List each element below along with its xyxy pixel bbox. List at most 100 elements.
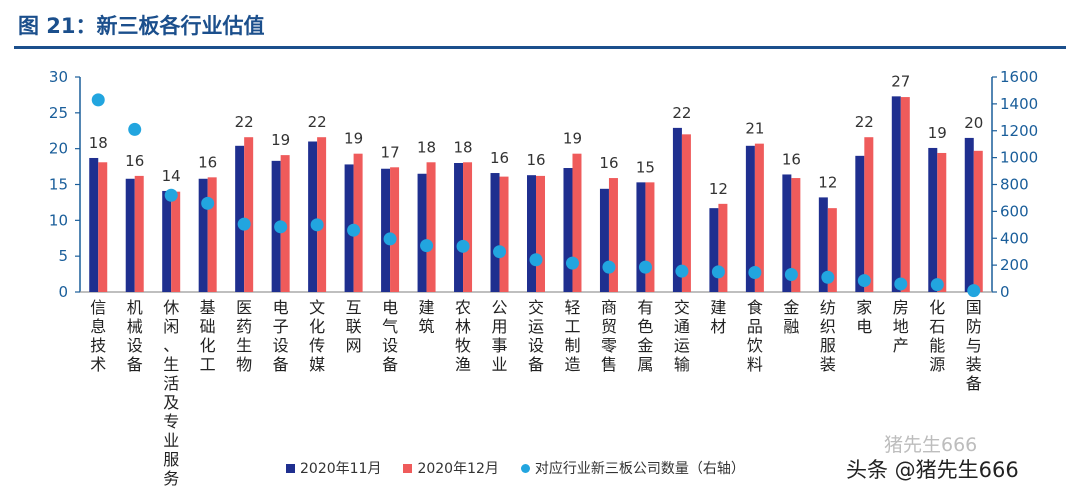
- data-label: 14: [162, 167, 181, 185]
- category-label-char: 国: [966, 298, 982, 317]
- category-label-char: 品: [747, 317, 763, 336]
- category-label-char: 电: [382, 298, 398, 317]
- count-point: [967, 284, 981, 298]
- category-label-char: 休: [163, 298, 179, 317]
- data-label: 21: [745, 120, 764, 138]
- data-label: 19: [928, 124, 947, 142]
- bar-nov: [381, 168, 391, 292]
- bar-dec: [463, 162, 473, 292]
- category-label-char: 与: [966, 336, 982, 355]
- category-label-char: 交: [528, 298, 544, 317]
- category-label-char: 活: [163, 374, 179, 393]
- count-point: [274, 220, 288, 234]
- chart-category-labels: 信息技术机械设备休闲、生活及专业服务基础化工医药生物电子设备文化传媒互联网电气设…: [90, 298, 982, 488]
- category-label-char: 售: [601, 355, 617, 374]
- data-label: 16: [599, 154, 618, 172]
- category-label-char: 建: [710, 298, 726, 317]
- data-label: 22: [855, 113, 874, 131]
- count-point: [420, 239, 434, 253]
- category-label-char: 家: [856, 298, 872, 317]
- watermark-main: 头条 @猪先生666: [846, 458, 1019, 482]
- category-label-char: 气: [382, 317, 398, 336]
- legend-swatch-count: [520, 463, 530, 473]
- legend-item-nov: 2020年11月: [286, 458, 381, 478]
- bar-dec: [134, 175, 144, 292]
- category-label-char: 装: [966, 355, 982, 374]
- category-label-char: 轻: [564, 298, 580, 317]
- data-label: 16: [782, 150, 801, 168]
- bar-nov: [308, 141, 318, 292]
- category-label-char: 料: [747, 355, 763, 374]
- data-label: 12: [818, 173, 837, 191]
- legend-label-dec: 2020年12月: [417, 461, 499, 477]
- count-point: [201, 196, 215, 210]
- category-label-char: 工: [564, 317, 580, 336]
- category-label-char: 工: [200, 355, 216, 374]
- title-rule: [14, 46, 1066, 49]
- category-label-char: 食: [747, 298, 763, 317]
- category-label-char: 媒: [309, 355, 325, 374]
- category-label-char: 闲: [163, 317, 179, 336]
- bar-nov: [964, 137, 974, 292]
- category-label-char: 商: [601, 298, 617, 317]
- bar-dec: [353, 153, 363, 292]
- category-label-char: 技: [90, 336, 106, 355]
- bar-nov: [891, 96, 901, 292]
- category-label-char: 务: [163, 469, 179, 488]
- bar-dec: [499, 176, 509, 292]
- y2-tick-label: 1200: [1000, 122, 1038, 140]
- bar-nov: [928, 147, 938, 292]
- category-label-char: 纺: [820, 298, 836, 317]
- data-label: 12: [709, 180, 728, 198]
- category-label-char: 属: [637, 355, 653, 374]
- category-label-char: 产: [893, 336, 909, 355]
- category-label-char: 备: [127, 355, 143, 374]
- data-label: 22: [308, 113, 327, 131]
- data-label: 16: [198, 153, 217, 171]
- category-label-char: 地: [893, 317, 909, 336]
- bar-nov: [454, 163, 464, 292]
- bar-dec: [536, 175, 545, 292]
- y-tick-label: 20: [49, 140, 68, 158]
- data-label: 16: [125, 152, 144, 170]
- data-label: 20: [964, 114, 983, 132]
- bar-nov: [417, 173, 427, 292]
- bar-dec: [718, 203, 728, 292]
- bar-dec: [900, 97, 910, 292]
- count-point: [237, 217, 251, 231]
- category-label-char: 织: [820, 317, 836, 336]
- data-label: 15: [636, 158, 655, 176]
- data-label: 19: [271, 131, 290, 149]
- bar-nov: [198, 178, 208, 292]
- category-label-char: 石: [929, 317, 945, 336]
- y2-tick-label: 1000: [1000, 149, 1038, 167]
- category-label-char: 物: [236, 355, 252, 374]
- category-label-char: 设: [127, 336, 143, 355]
- bar-nov: [527, 175, 536, 292]
- category-label-char: 医: [236, 298, 252, 317]
- category-label-char: 林: [455, 317, 471, 336]
- count-point: [711, 265, 725, 279]
- bar-dec: [572, 153, 582, 292]
- bar-dec: [791, 178, 801, 292]
- category-label-char: 服: [820, 336, 836, 355]
- category-label-char: 药: [236, 317, 252, 336]
- bar-nov: [490, 173, 500, 292]
- category-label-char: 交: [674, 298, 690, 317]
- bar-dec: [426, 162, 436, 292]
- bar-dec: [827, 208, 837, 292]
- watermark-top: 猪先生666: [884, 434, 978, 456]
- legend-label-nov: 2020年11月: [300, 461, 382, 477]
- category-label-char: 息: [90, 317, 106, 336]
- category-label-char: 业: [492, 355, 508, 374]
- category-label-char: 设: [273, 336, 289, 355]
- category-label-char: 专: [163, 412, 179, 431]
- legend-swatch-nov: [286, 463, 295, 473]
- data-label: 18: [453, 138, 472, 156]
- data-label: 16: [490, 149, 509, 167]
- category-label-char: 材: [710, 317, 726, 336]
- data-label: 19: [344, 130, 363, 148]
- category-label-char: 制: [564, 336, 580, 355]
- category-label-char: 有: [637, 298, 653, 317]
- category-label-char: 金: [637, 336, 653, 355]
